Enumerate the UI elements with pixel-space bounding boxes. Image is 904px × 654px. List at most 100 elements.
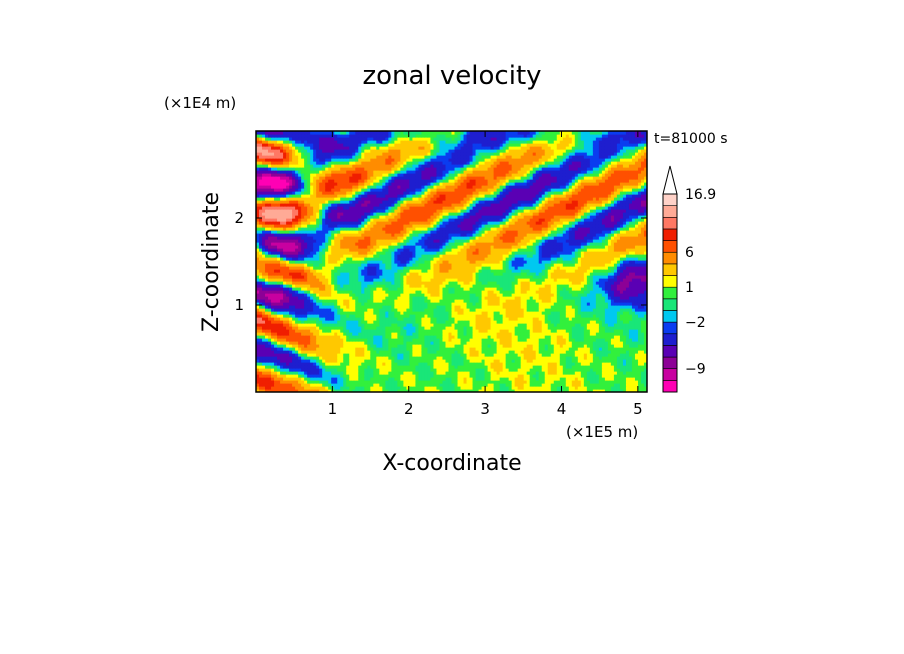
field-cell [598,359,603,363]
field-cell [589,374,594,378]
field-cell [613,302,618,306]
field-cell [523,356,528,360]
field-cell [316,356,320,360]
field-cell [604,332,609,336]
field-cell [340,305,344,309]
field-cell [268,320,272,324]
field-cell [622,302,627,306]
field-cell [388,359,392,363]
field-cell [508,365,513,369]
field-cell [616,368,621,372]
field-cell [601,302,606,306]
field-cell [544,344,549,348]
field-cell [328,305,332,309]
field-cell [274,332,278,336]
field-cell [298,332,302,336]
field-cell [298,362,302,366]
field-cell [481,308,486,312]
field-cell [439,368,444,372]
field-cell [268,359,272,363]
field-cell [301,362,305,366]
field-cell [526,371,531,375]
field-cell [283,335,287,339]
field-cell [358,350,362,354]
field-cell [568,371,573,375]
field-cell [616,353,621,357]
field-cell [502,377,507,381]
field-cell [355,326,359,330]
field-cell [280,305,284,309]
field-cell [370,371,374,375]
field-cell [607,380,612,384]
field-cell [577,329,582,333]
field-cell [463,350,468,354]
field-cell [574,371,579,375]
field-cell [514,365,519,369]
field-cell [385,335,389,339]
field-cell [460,350,465,354]
field-cell [295,365,299,369]
field-cell [589,341,594,345]
field-cell [349,350,353,354]
field-cell [397,308,401,312]
field-cell [436,365,441,369]
field-cell [559,305,564,309]
field-cell [283,380,287,384]
field-cell [616,371,621,375]
field-cell [484,335,489,339]
field-cell [622,383,627,387]
field-cell [397,302,401,306]
field-cell [328,320,332,324]
field-cell [301,374,305,378]
field-cell [577,332,582,336]
field-cell [559,347,564,351]
field-cell [445,353,450,357]
field-cell [397,353,401,357]
field-cell [280,350,284,354]
field-cell [424,374,429,378]
field-cell [532,359,537,363]
field-cell [376,383,380,387]
field-cell [589,317,594,321]
field-cell [517,362,522,366]
field-cell [613,356,618,360]
field-cell [316,296,320,300]
field-cell [481,383,486,387]
field-cell [529,323,534,327]
field-cell [370,365,374,369]
field-cell [271,308,275,312]
field-cell [319,320,323,324]
field-cell [595,353,600,357]
field-cell [310,371,314,375]
field-cell [277,323,281,327]
field-cell [478,299,483,303]
field-cell [430,353,435,357]
field-cell [370,359,374,363]
field-cell [388,365,392,369]
field-cell [556,359,561,363]
field-cell [631,326,636,330]
field-cell [601,323,606,327]
field-cell [301,305,305,309]
field-cell [604,341,609,345]
field-cell [391,353,395,357]
field-cell [502,329,507,333]
field-cell [640,323,645,327]
field-cell [304,311,308,315]
field-cell [445,299,450,303]
field-cell [541,341,546,345]
field-cell [571,356,576,360]
field-cell [268,377,272,381]
field-cell [616,302,621,306]
field-cell [490,383,495,387]
field-cell [466,377,471,381]
field-cell [298,383,302,387]
field-cell [310,311,314,315]
field-cell [544,380,549,384]
field-cell [457,305,462,309]
field-cell [625,329,630,333]
field-cell [526,389,531,392]
field-cell [472,326,477,330]
field-cell [424,386,429,390]
field-cell [628,371,633,375]
